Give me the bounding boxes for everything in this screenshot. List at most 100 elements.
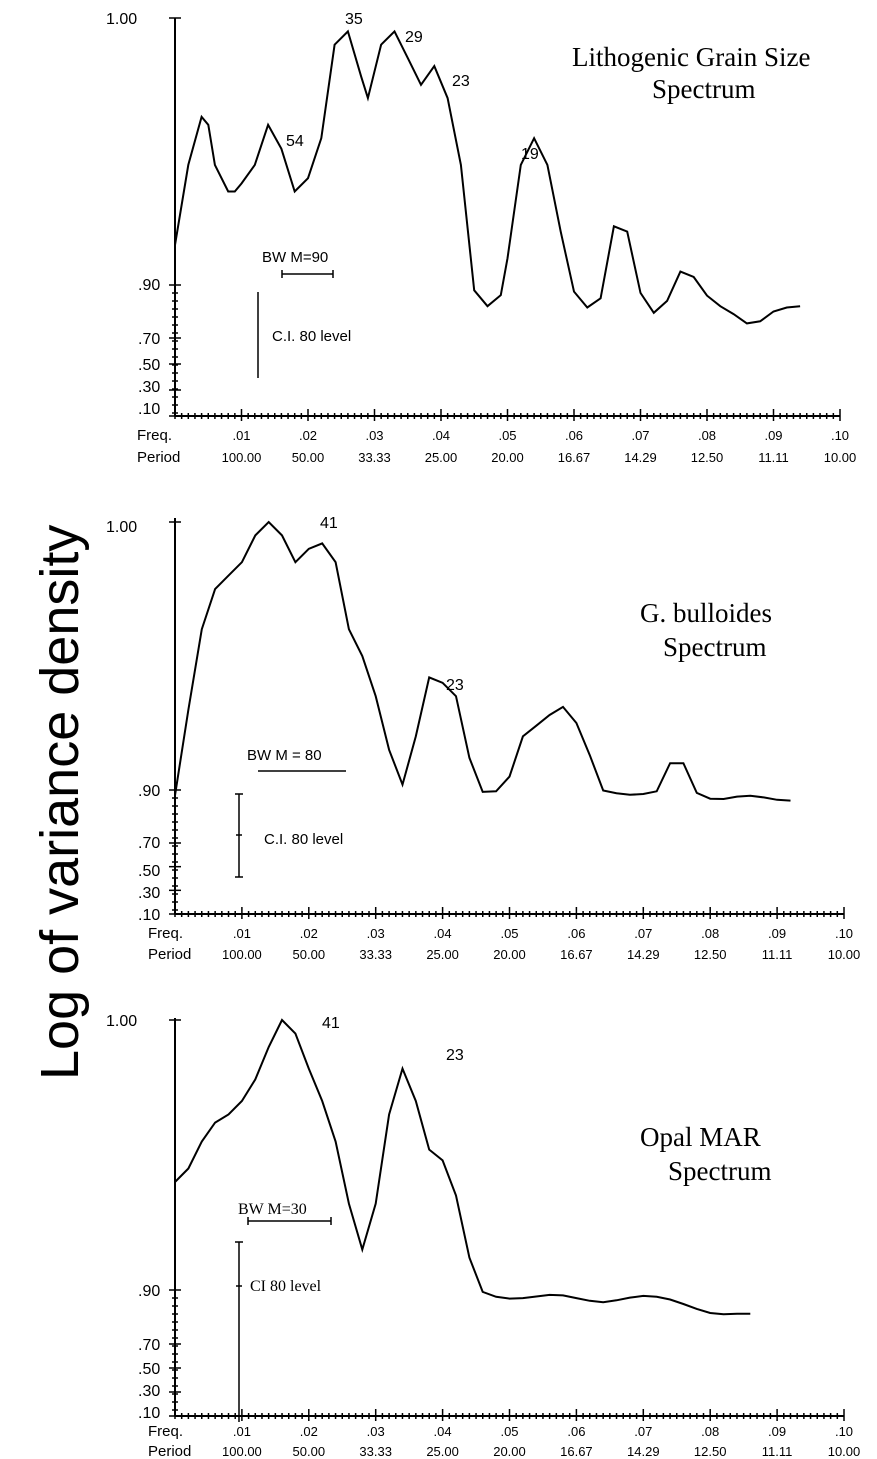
peak-label-41: 41 [322,1015,340,1032]
x-period-tick-label: 16.67 [558,450,591,465]
x-period-tick-label: 20.00 [491,450,524,465]
x-freq-tick-label: .02 [299,428,317,443]
y-tick-label-0-30: .30 [138,1383,160,1400]
x-freq-tick-label: .07 [634,1424,652,1439]
x-period-tick-label: 100.00 [222,947,262,962]
y-axis-ticks [169,521,181,915]
x-freq-labels: .01 .02 .03 .04 .05 .06 .07 .08 .09 .10 [233,1424,853,1439]
confidence-interval-label: CI 80 level [250,1278,322,1295]
x-freq-tick-label: .03 [367,926,385,941]
spectrum-line [174,520,791,802]
x-period-tick-label: 11.11 [762,1444,793,1459]
bandwidth-label: BW M=30 [238,1201,307,1218]
x-period-tick-label: 11.11 [762,947,793,962]
x-freq-tick-label: .05 [498,428,516,443]
x-freq-tick-label: .08 [701,1424,719,1439]
x-freq-header: Freq. [148,1423,183,1440]
x-period-tick-label: 20.00 [493,947,526,962]
x-period-tick-label: 25.00 [426,947,459,962]
x-period-header: Period [148,1443,191,1459]
bandwidth-bar [281,270,334,278]
x-freq-tick-label: .10 [835,1424,853,1439]
panel-title-line-2: Spectrum [652,74,755,104]
confidence-interval-label: C.I. 80 level [272,328,351,345]
x-period-tick-label: 11.11 [758,450,789,465]
confidence-interval-bar [235,793,243,878]
x-period-tick-label: 25.00 [426,1444,459,1459]
x-freq-tick-label: .09 [764,428,782,443]
x-freq-labels: .01 .02 .03 .04 .05 .06 .07 .08 .09 .10 [233,926,853,941]
x-period-labels: 100.00 50.00 33.33 25.00 20.00 16.67 14.29 12.5… [222,1444,860,1459]
x-period-tick-label: 14.29 [627,1444,660,1459]
panel-title-line-2: Spectrum [663,632,766,662]
x-period-tick-label: 14.29 [624,450,657,465]
x-period-tick-label: 100.00 [222,1444,262,1459]
x-freq-tick-label: .07 [631,428,649,443]
panel-lithogenic-grain-size: 1.00 .90 .70 .50 .30 .10 Freq. Period .0… [106,11,856,466]
x-freq-tick-label: .01 [233,926,251,941]
x-period-tick-label: 20.00 [493,1444,526,1459]
x-freq-tick-label: .05 [500,1424,518,1439]
x-freq-tick-label: .04 [434,926,452,941]
spectrum-line [174,1018,751,1316]
y-axis-ticks [169,1019,181,1417]
peak-label-35: 35 [345,11,363,28]
y-tick-label-0-50: .50 [138,357,160,374]
panel-title-line-2: Spectrum [668,1156,771,1186]
panel-title-line-1: Lithogenic Grain Size [572,42,810,72]
x-freq-tick-label: .08 [698,428,716,443]
x-period-labels: 100.00 50.00 33.33 25.00 20.00 16.67 14.29 12.5… [222,947,860,962]
peak-label-19: 19 [521,146,539,163]
panel-title-line-1: G. bulloides [640,598,772,628]
confidence-interval-label: C.I. 80 level [264,831,343,848]
x-period-tick-label: 25.00 [425,450,458,465]
y-tick-label-0-70: .70 [138,835,160,852]
spectrum-line [174,29,801,325]
y-tick-label-0-30: .30 [138,379,160,396]
x-freq-tick-label: .07 [634,926,652,941]
x-period-tick-label: 12.50 [694,947,727,962]
y-tick-label-0-90: .90 [138,783,160,800]
y-tick-label-0-90: .90 [138,1283,160,1300]
x-period-header: Period [137,449,180,466]
y-tick-label-0-10: .10 [138,907,160,924]
peak-label-23: 23 [452,73,470,90]
x-freq-header: Freq. [137,427,172,444]
x-period-tick-label: 33.33 [358,450,391,465]
y-axis-ticks [169,17,181,417]
x-freq-tick-label: .03 [367,1424,385,1439]
bandwidth-bar [247,1217,332,1225]
x-freq-tick-label: .04 [434,1424,452,1439]
y-tick-label-1-00: 1.00 [106,11,137,28]
x-freq-tick-label: .01 [232,428,250,443]
peak-label-54: 54 [286,133,304,150]
x-freq-tick-label: .06 [567,1424,585,1439]
x-freq-tick-label: .06 [567,926,585,941]
x-period-tick-label: 100.00 [222,450,262,465]
y-tick-label-0-10: .10 [138,1405,160,1422]
y-tick-label-1-00: 1.00 [106,1013,137,1030]
x-freq-tick-label: .03 [365,428,383,443]
y-tick-label-0-10: .10 [138,401,160,418]
x-period-tick-label: 10.00 [828,947,861,962]
x-axis-ticks [174,907,845,919]
panel-opal-mar: 1.00 .90 .70 .50 .30 .10 Freq. Period .0… [106,1013,860,1459]
bandwidth-label: BW M = 80 [247,747,322,764]
x-freq-tick-label: .01 [233,1424,251,1439]
x-period-tick-label: 50.00 [292,450,325,465]
y-tick-label-0-30: .30 [138,885,160,902]
x-period-tick-label: 50.00 [293,947,326,962]
x-freq-tick-label: .08 [701,926,719,941]
x-freq-tick-label: .10 [831,428,849,443]
x-period-tick-label: 12.50 [694,1444,727,1459]
x-freq-tick-label: .10 [835,926,853,941]
x-axis-ticks [174,1409,845,1421]
x-period-tick-label: 50.00 [293,1444,326,1459]
x-period-tick-label: 10.00 [824,450,857,465]
panel-title-line-1: Opal MAR [640,1122,761,1152]
panel-g-bulloides: 1.00 .90 .70 .50 .30 .10 Freq. Period .0… [106,515,860,963]
x-period-tick-label: 33.33 [359,947,392,962]
peak-label-23: 23 [446,677,464,694]
x-period-tick-label: 16.67 [560,1444,593,1459]
